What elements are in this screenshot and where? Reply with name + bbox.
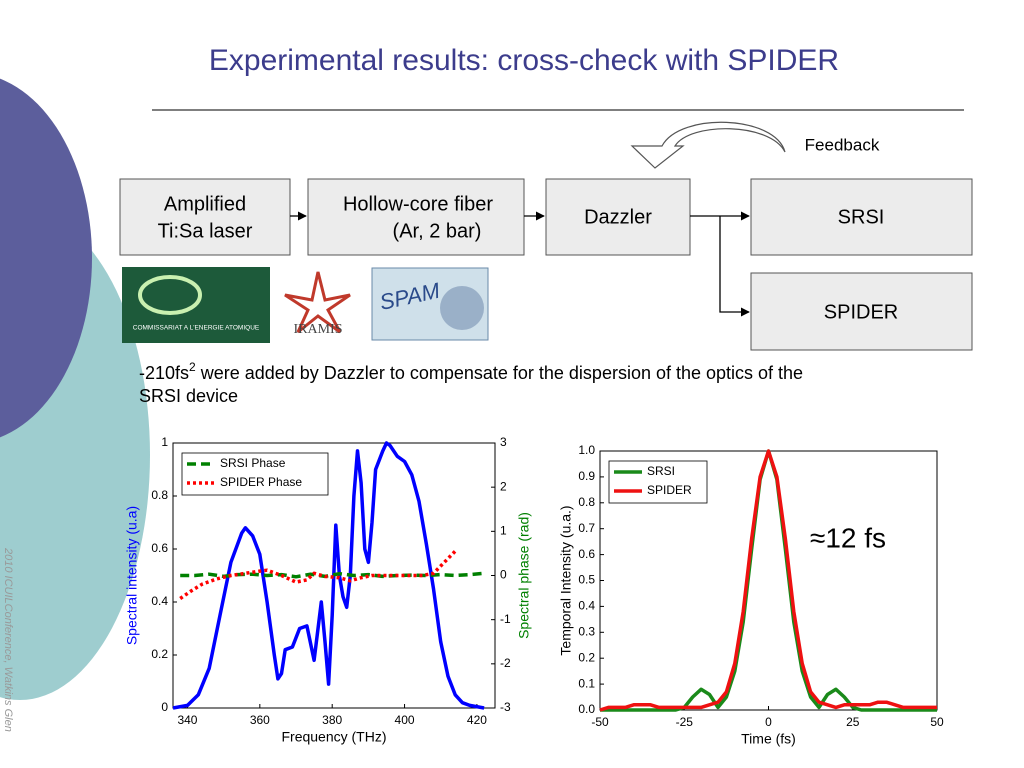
node-label: (Ar, 2 bar): [393, 220, 482, 242]
x-tick-label: 0: [765, 715, 772, 729]
x-tick-label: 25: [846, 715, 860, 729]
node-box: [750, 272, 973, 351]
y-tick-label: 0.8: [151, 488, 168, 502]
note-text: -210fs2 were added by Dazzler to compensa…: [139, 360, 803, 383]
series-line: [172, 441, 485, 710]
y-tick-label: 0.8: [578, 495, 595, 509]
node-label: Ti:Sa laser: [158, 220, 253, 242]
y-tick-label: 0.4: [578, 599, 595, 613]
y-tick-label: 0.4: [151, 594, 168, 608]
y-tick-label: 1: [161, 435, 168, 449]
note-sup: 2: [189, 360, 196, 374]
y-tick-label: 1.0: [578, 443, 595, 457]
y-tick-label: 0.0: [578, 702, 595, 716]
note-part: -210fs: [139, 363, 189, 383]
legend-label: SPIDER Phase: [220, 475, 302, 489]
legend-label: SRSI Phase: [220, 456, 286, 470]
y-tick-label: 0.9: [578, 469, 595, 483]
logo-mark: [138, 275, 202, 315]
x-tick-label: 360: [250, 713, 270, 727]
node-box: [545, 178, 691, 256]
y2-tick-label: 2: [500, 479, 507, 493]
node-box: [119, 178, 291, 256]
x-tick-label: 340: [177, 713, 197, 727]
y2-tick-label: 0: [500, 568, 507, 582]
legend-box: [608, 460, 708, 504]
node-label: Dazzler: [584, 206, 652, 228]
node-label: SRSI: [838, 206, 885, 228]
side-note: 2010 ICUILConference, Watkins Glen: [2, 547, 14, 732]
connectors: [290, 211, 750, 317]
x-axis-label: Frequency (THz): [281, 729, 386, 745]
note-part: were added by Dazzler to compensate for …: [200, 363, 803, 383]
y2-tick-label: -3: [500, 700, 511, 714]
series-line: [179, 549, 457, 600]
logo-mark: [284, 271, 351, 334]
y2-tick-label: -1: [500, 612, 511, 626]
legend-box: [181, 452, 329, 496]
y-tick-label: 0.6: [151, 541, 168, 555]
annotation: ≈12 fs: [810, 522, 886, 553]
x-tick-label: -25: [676, 715, 694, 729]
logo-mark: [440, 286, 484, 330]
x-axis-label: Time (fs): [741, 731, 796, 747]
logo-text: IRAMIS: [293, 322, 342, 337]
y-tick-label: 0.3: [578, 624, 595, 638]
x-tick-label: 380: [322, 713, 342, 727]
y-tick-label: 0.6: [578, 547, 595, 561]
node-label: SPIDER: [824, 301, 898, 323]
y-axis-label: Spectral intensity (u.a): [124, 506, 140, 645]
y2-tick-label: 1: [500, 524, 507, 538]
series-line: [599, 449, 937, 712]
y-tick-label: 0.5: [578, 573, 595, 587]
y-tick-label: 0: [161, 700, 168, 714]
y-tick-label: 0.1: [578, 676, 595, 690]
note-text: SRSI device: [139, 386, 238, 406]
x-tick-label: 50: [930, 715, 944, 729]
feedback-label: Feedback: [805, 135, 880, 154]
y-tick-label: 0.2: [578, 650, 595, 664]
feedback-arrow: [630, 121, 786, 169]
y-tick-label: 0.7: [578, 521, 595, 535]
y2-tick-label: -2: [500, 656, 511, 670]
node-box: [750, 178, 973, 256]
y2-tick-label: 3: [500, 435, 507, 449]
decor-circle: [0, 78, 92, 438]
legend-label: SRSI: [647, 464, 675, 478]
logo-text: COMMISSARIAT A L'ENERGIE ATOMIQUE: [133, 325, 260, 332]
x-tick-label: -50: [591, 715, 609, 729]
y-tick-label: 0.2: [151, 647, 168, 661]
x-tick-label: 420: [467, 713, 487, 727]
node-box: [307, 178, 525, 256]
node-label: Hollow-core fiber: [343, 193, 493, 215]
node-label: Amplified: [164, 193, 246, 215]
y-axis-label: Temporal Intensity (u.a.): [558, 505, 574, 655]
slide-title: Experimental results: cross-check with S…: [209, 44, 839, 77]
y2-axis-label: Spectral phase (rad): [516, 512, 532, 639]
legend-label: SPIDER: [647, 483, 692, 497]
x-tick-label: 400: [395, 713, 415, 727]
